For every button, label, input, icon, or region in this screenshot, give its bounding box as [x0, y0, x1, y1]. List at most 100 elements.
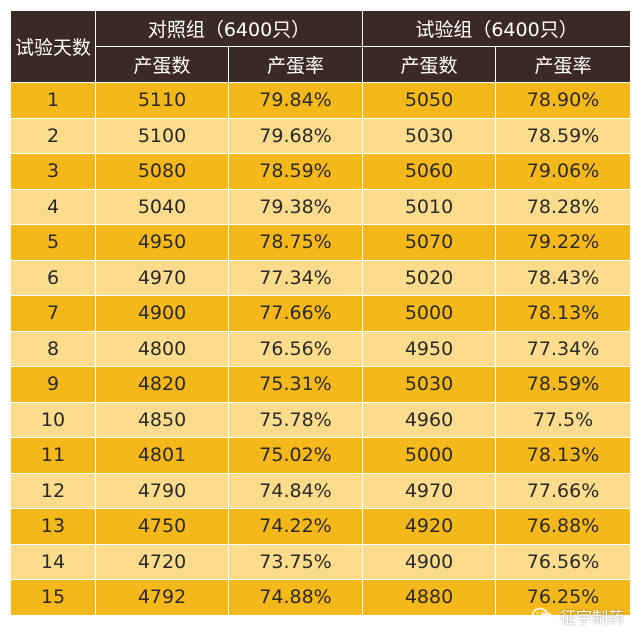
cell-day: 7 — [10, 295, 96, 332]
cell-control-rate: 74.22% — [227, 508, 364, 545]
cell-control-rate: 75.31% — [227, 366, 364, 403]
table-row: 13 4750 74.22% 4920 76.88% — [10, 508, 632, 545]
cell-control-eggs: 4790 — [95, 472, 229, 509]
cell-control-eggs: 4970 — [95, 259, 229, 296]
cell-trial-rate: 78.59% — [495, 366, 632, 403]
table-row: 3 5080 78.59% 5060 79.06% — [10, 153, 632, 190]
cell-trial-rate: 78.13% — [495, 295, 632, 332]
cell-control-rate: 74.84% — [227, 472, 364, 509]
cell-day: 11 — [10, 437, 96, 474]
cell-control-rate: 78.59% — [227, 153, 364, 190]
cell-trial-rate: 79.22% — [495, 224, 632, 261]
cell-trial-rate: 78.28% — [495, 188, 632, 225]
cell-trial-rate: 78.13% — [495, 437, 632, 474]
cell-trial-eggs: 4970 — [362, 472, 497, 509]
cell-control-rate: 75.78% — [227, 401, 364, 438]
wechat-icon — [532, 607, 554, 624]
cell-day: 2 — [10, 117, 96, 154]
table-row: 5 4950 78.75% 5070 79.22% — [10, 224, 632, 261]
table-row: 2 5100 79.68% 5030 78.59% — [10, 117, 632, 154]
cell-day: 15 — [10, 579, 96, 616]
cell-trial-rate: 77.66% — [495, 472, 632, 509]
cell-control-rate: 78.75% — [227, 224, 364, 261]
cell-trial-eggs: 5050 — [362, 82, 497, 119]
cell-control-eggs: 4820 — [95, 366, 229, 403]
cell-control-eggs: 4801 — [95, 437, 229, 474]
cell-day: 3 — [10, 153, 96, 190]
cell-control-rate: 79.38% — [227, 188, 364, 225]
cell-day: 10 — [10, 401, 96, 438]
cell-trial-eggs: 4960 — [362, 401, 497, 438]
cell-day: 5 — [10, 224, 96, 261]
watermark: 征宇制药 — [532, 604, 624, 628]
cell-control-rate: 76.56% — [227, 330, 364, 367]
cell-control-eggs: 5110 — [95, 82, 229, 119]
cell-day: 6 — [10, 259, 96, 296]
cell-trial-rate: 77.34% — [495, 330, 632, 367]
cell-trial-rate: 77.5% — [495, 401, 632, 438]
cell-control-rate: 79.68% — [227, 117, 364, 154]
cell-control-eggs: 4900 — [95, 295, 229, 332]
cell-trial-eggs: 4880 — [362, 579, 497, 616]
cell-control-eggs: 4750 — [95, 508, 229, 545]
cell-trial-rate: 76.88% — [495, 508, 632, 545]
watermark-text: 征宇制药 — [559, 608, 624, 627]
cell-trial-eggs: 4900 — [362, 543, 497, 580]
cell-control-eggs: 4850 — [95, 401, 229, 438]
table-row: 8 4800 76.56% 4950 77.34% — [10, 330, 632, 367]
cell-trial-eggs: 5070 — [362, 224, 497, 261]
cell-trial-eggs: 4920 — [362, 508, 497, 545]
cell-trial-rate: 76.25% — [495, 579, 632, 616]
table-row: 14 4720 73.75% 4900 76.56% — [10, 543, 632, 580]
table-row: 15 4792 74.88% 4880 76.25% — [10, 579, 632, 616]
egg-production-table: 试验天数 对照组（6400只） 试验组（6400只） 产蛋数 产蛋率 产蛋数 产… — [10, 10, 632, 616]
table-row: 1 5110 79.84% 5050 78.90% — [10, 82, 632, 119]
cell-trial-rate: 76.56% — [495, 543, 632, 580]
cell-trial-eggs: 5030 — [362, 117, 497, 154]
cell-trial-eggs: 5060 — [362, 153, 497, 190]
table-row: 11 4801 75.02% 5000 78.13% — [10, 437, 632, 474]
cell-control-rate: 75.02% — [227, 437, 364, 474]
cell-trial-rate: 78.90% — [495, 82, 632, 119]
header-control-group: 对照组（6400只） — [94, 10, 364, 47]
cell-trial-eggs: 5010 — [362, 188, 497, 225]
table-row: 12 4790 74.84% 4970 77.66% — [10, 472, 632, 509]
cell-day: 4 — [10, 188, 96, 225]
header-trial-days: 试验天数 — [10, 10, 96, 83]
table-row: 9 4820 75.31% 5030 78.59% — [10, 366, 632, 403]
cell-trial-eggs: 4950 — [362, 330, 497, 367]
table-row: 7 4900 77.66% 5000 78.13% — [10, 295, 632, 332]
cell-control-rate: 74.88% — [227, 579, 364, 616]
cell-control-rate: 77.34% — [227, 259, 364, 296]
cell-trial-eggs: 5020 — [362, 259, 497, 296]
cell-trial-rate: 78.59% — [495, 117, 632, 154]
cell-day: 1 — [10, 82, 96, 119]
cell-control-eggs: 4800 — [95, 330, 229, 367]
cell-control-eggs: 4720 — [95, 543, 229, 580]
cell-trial-rate: 79.06% — [495, 153, 632, 190]
header-trial-eggs: 产蛋数 — [362, 46, 497, 83]
header-trial-group: 试验组（6400只） — [362, 10, 632, 47]
cell-trial-rate: 78.43% — [495, 259, 632, 296]
table-row: 4 5040 79.38% 5010 78.28% — [10, 188, 632, 225]
cell-control-eggs: 5040 — [95, 188, 229, 225]
cell-day: 9 — [10, 366, 96, 403]
cell-trial-eggs: 5030 — [362, 366, 497, 403]
cell-day: 14 — [10, 543, 96, 580]
cell-trial-eggs: 5000 — [362, 295, 497, 332]
cell-day: 13 — [10, 508, 96, 545]
header-trial-rate: 产蛋率 — [495, 46, 632, 83]
table-row: 10 4850 75.78% 4960 77.5% — [10, 401, 632, 438]
header-control-eggs: 产蛋数 — [95, 46, 229, 83]
table-row: 6 4970 77.34% 5020 78.43% — [10, 259, 632, 296]
cell-control-eggs: 4950 — [95, 224, 229, 261]
cell-control-rate: 77.66% — [227, 295, 364, 332]
cell-trial-eggs: 5000 — [362, 437, 497, 474]
cell-control-eggs: 5080 — [95, 153, 229, 190]
cell-control-eggs: 4792 — [95, 579, 229, 616]
cell-control-eggs: 5100 — [95, 117, 229, 154]
cell-day: 8 — [10, 330, 96, 367]
header-control-rate: 产蛋率 — [227, 46, 364, 83]
cell-control-rate: 73.75% — [227, 543, 364, 580]
